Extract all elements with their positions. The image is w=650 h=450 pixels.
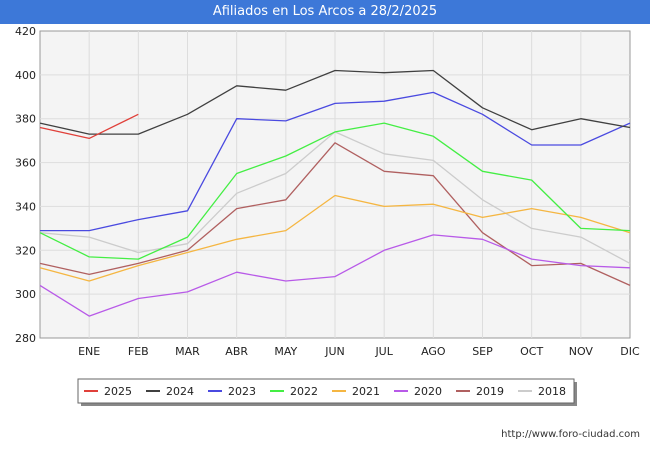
x-tick-label: MAR <box>175 345 200 358</box>
x-tick-label: AGO <box>421 345 446 358</box>
y-tick-label: 300 <box>15 288 36 301</box>
legend-label-2025: 2025 <box>104 385 132 398</box>
x-tick-label: MAY <box>274 345 297 358</box>
x-tick-label: JUL <box>374 345 393 358</box>
series-line-2021 <box>39 194 631 282</box>
y-tick-label: 280 <box>15 332 36 345</box>
x-tick-label: JUN <box>324 345 345 358</box>
legend-label-2018: 2018 <box>538 385 566 398</box>
x-tick-label: ABR <box>225 345 248 358</box>
y-tick-label: 400 <box>15 69 36 82</box>
grid <box>40 31 630 338</box>
y-axis-ticks: 280 300 320 340 360 380 400 420 <box>15 25 36 345</box>
x-tick-label: ENE <box>78 345 100 358</box>
legend-label-2022: 2022 <box>290 385 318 398</box>
legend-label-2024: 2024 <box>166 385 194 398</box>
y-tick-label: 360 <box>15 157 36 170</box>
y-tick-label: 380 <box>15 113 36 126</box>
series-line-2019 <box>39 142 631 286</box>
legend-box <box>77 378 575 404</box>
series-line-2024 <box>39 69 631 135</box>
legend-label-2021: 2021 <box>352 385 380 398</box>
legend: 2025 2024 2023 2022 2021 2020 2019 2018 <box>77 378 577 406</box>
chart-title: Afiliados en Los Arcos a 28/2/2025 <box>0 0 650 24</box>
series-line-2020 <box>39 234 631 317</box>
source-link[interactable]: http://www.foro-ciudad.com <box>501 429 640 440</box>
x-tick-label: OCT <box>520 345 543 358</box>
y-tick-label: 420 <box>15 25 36 38</box>
x-tick-label: SEP <box>472 345 493 358</box>
series-line-2023 <box>40 91 631 232</box>
x-tick-label: FEB <box>128 345 149 358</box>
series-lines <box>39 69 631 317</box>
x-tick-label: DIC <box>620 345 640 358</box>
y-tick-label: 340 <box>15 200 36 213</box>
series-line-2022 <box>39 122 631 260</box>
legend-label-2019: 2019 <box>476 385 504 398</box>
x-axis-ticks: ENE FEB MAR ABR MAY JUN JUL AGO SEP OCT NOV DIC <box>78 345 640 358</box>
x-tick-label: NOV <box>569 345 594 358</box>
legend-label-2023: 2023 <box>228 385 256 398</box>
series-line-2025 <box>39 113 139 140</box>
legend-label-2020: 2020 <box>414 385 442 398</box>
y-tick-label: 320 <box>15 244 36 257</box>
